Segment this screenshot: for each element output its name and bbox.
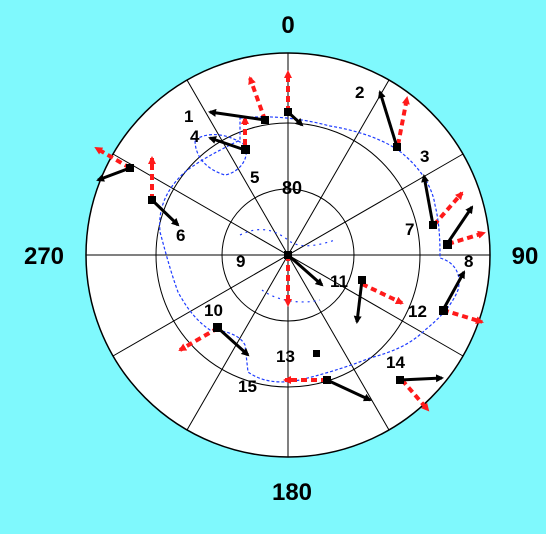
station-label-14: 14 [386, 353, 405, 372]
black-arrow-4 [208, 136, 246, 152]
station-label-15: 15 [238, 377, 257, 396]
black-arrow-11 [353, 279, 364, 324]
inner-coast-dashes [239, 228, 336, 303]
red-arrow-12 [442, 308, 484, 325]
black-arrow-9 [287, 253, 324, 287]
station-label-2: 2 [355, 83, 364, 102]
station-label-7: 7 [405, 220, 414, 239]
station-marker-7 [429, 221, 437, 229]
station-label-3: 3 [420, 147, 429, 166]
red-arrow-10 [178, 326, 220, 352]
station-label-13: 13 [276, 347, 295, 366]
black-arrow-6b [150, 198, 180, 227]
axis-label-180: 180 [272, 479, 312, 506]
black-arrow-12 [441, 270, 466, 311]
red-arrows [94, 70, 486, 412]
station-label-4: 4 [190, 127, 200, 146]
station-label-1: 1 [184, 107, 193, 126]
red-arrow-2 [396, 96, 410, 146]
station-marker-15 [323, 376, 331, 384]
station-marker-4 [241, 145, 250, 154]
axis-label-0: 0 [281, 12, 294, 39]
coastline [159, 116, 460, 383]
red-arrow-14 [400, 378, 430, 412]
black-arrow-1 [208, 108, 266, 122]
station-marker-1 [261, 116, 269, 124]
black-arrow-10 [216, 326, 250, 357]
station-label-10: 10 [204, 301, 223, 320]
latitude-label-80: 80 [282, 178, 302, 198]
red-arrow-11 [361, 282, 404, 305]
axis-label-90: 90 [512, 243, 539, 270]
black-arrow-3 [421, 174, 435, 226]
station-marker-14 [396, 376, 404, 384]
black-arrow-6a [96, 166, 131, 182]
station-marker-8 [443, 240, 452, 249]
red-arrow-8 [447, 230, 486, 246]
station-marker-2 [393, 143, 401, 151]
black-arrow-7 [445, 205, 474, 245]
station-marker-11 [358, 276, 366, 284]
red-arrow-1a [248, 76, 267, 121]
station-markers [126, 108, 452, 384]
station-marker-10 [213, 323, 222, 332]
black-arrow-15 [326, 378, 372, 402]
station-marker-9 [284, 251, 292, 259]
station-marker-1b [284, 108, 292, 116]
station-label-9: 9 [236, 252, 245, 271]
station-label-11: 11 [330, 272, 348, 291]
station-label-5: 5 [250, 168, 259, 187]
station-label-12: 12 [408, 302, 427, 321]
station-labels: 1 2 3 4 5 6 7 8 9 10 11 12 13 14 15 [176, 83, 473, 396]
station-marker-12 [439, 306, 448, 315]
black-arrow-14 [399, 374, 444, 383]
black-arrow-2 [377, 90, 399, 148]
black-arrows [96, 90, 474, 402]
station-marker-6b [148, 196, 156, 204]
red-arrow-7 [432, 191, 464, 227]
axis-label-270: 270 [24, 243, 64, 270]
station-label-6: 6 [176, 226, 185, 245]
red-arrow-6a [94, 146, 132, 170]
station-marker-6a [126, 164, 134, 172]
station-marker-13 [313, 350, 320, 357]
station-label-8: 8 [464, 252, 473, 271]
